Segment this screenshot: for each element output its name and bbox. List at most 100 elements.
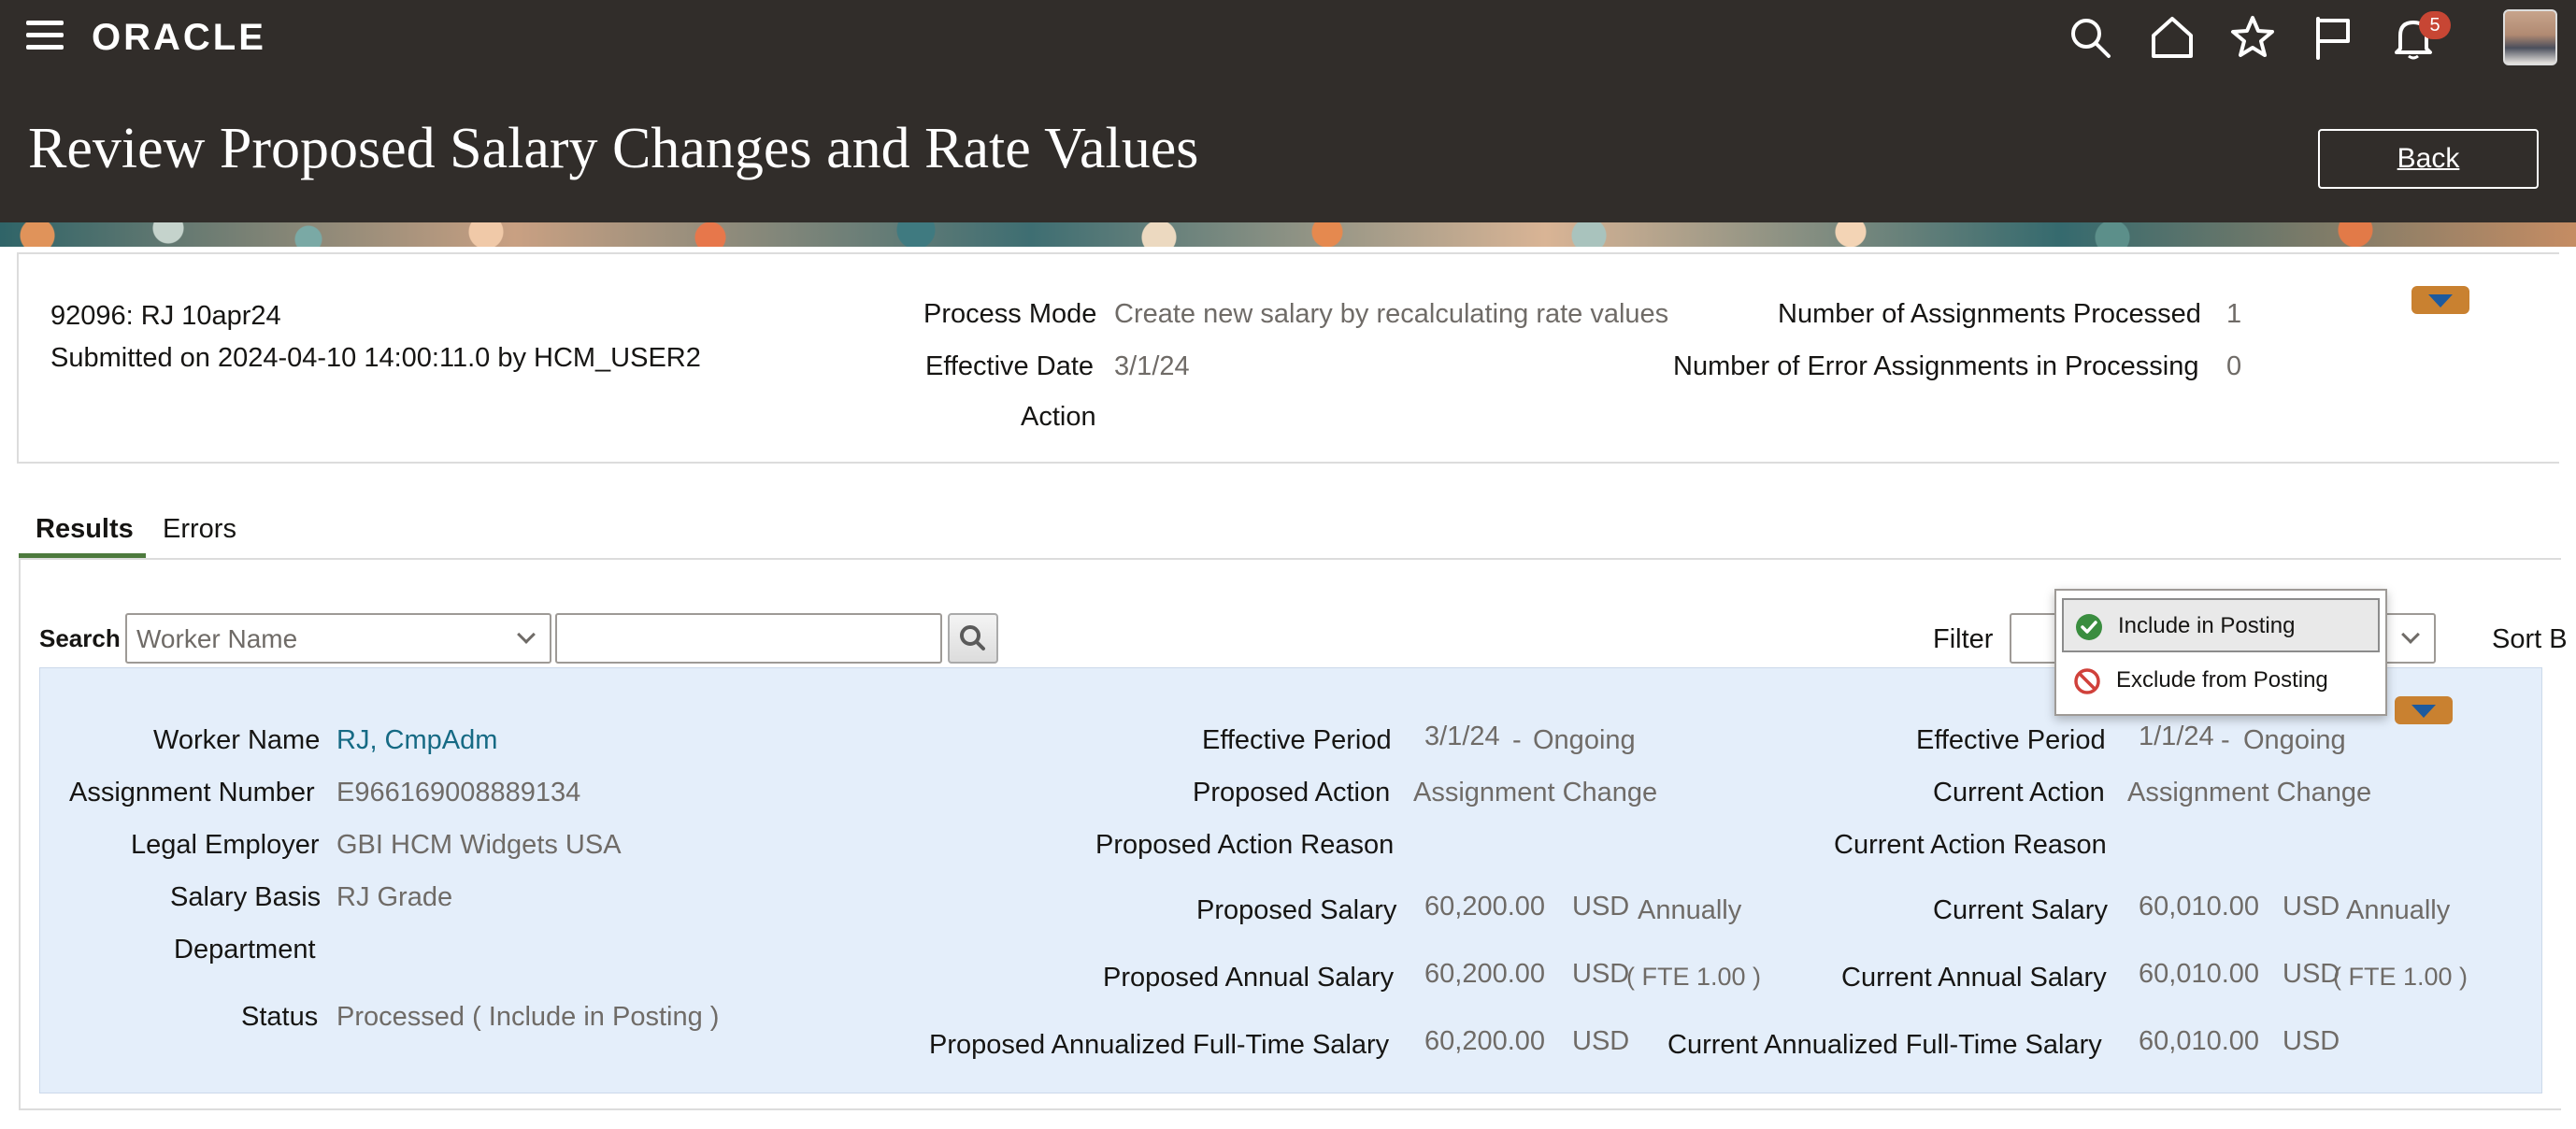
- page-title: Review Proposed Salary Changes and Rate …: [28, 117, 1199, 180]
- current-effective-period-sep: -: [2221, 725, 2230, 755]
- salary-basis-label: Salary Basis: [170, 882, 322, 912]
- proposed-annualized-ft-currency: USD: [1572, 1026, 1630, 1056]
- decorative-banner: [0, 222, 2576, 247]
- magnifier-icon: [960, 625, 985, 650]
- search-label: Search: [39, 624, 121, 652]
- summary-top-divider: [17, 252, 2559, 254]
- proposed-effective-period-sep: -: [1512, 725, 1522, 755]
- current-salary-label: Current Salary: [1933, 895, 2108, 925]
- error-assignments-value: 0: [2226, 351, 2242, 381]
- home-icon[interactable]: [2148, 13, 2197, 62]
- results-bottom-border: [19, 1108, 2561, 1110]
- sort-label: Sort B: [2492, 624, 2568, 654]
- current-salary-value: 60,010.00: [2139, 892, 2260, 922]
- error-assignments-label: Number of Error Assignments in Processin…: [1673, 351, 2199, 381]
- chevron-down-icon: [517, 625, 536, 644]
- proposed-annualized-ft-value: 60,200.00: [1424, 1026, 1546, 1056]
- action-label: Action: [1021, 402, 1096, 432]
- proposed-annualized-ft-label: Proposed Annualized Full-Time Salary: [929, 1030, 1390, 1060]
- star-icon[interactable]: [2228, 13, 2277, 62]
- proposed-salary-frequency: Annually: [1638, 895, 1742, 925]
- current-effective-period-start: 1/1/24: [2139, 722, 2214, 751]
- current-annual-salary-fte: ( FTE 1.00 ): [2333, 963, 2469, 991]
- results-left-border: [19, 558, 21, 1109]
- exclude-from-posting-label: Exclude from Posting: [2116, 667, 2328, 693]
- current-annual-salary-value: 60,010.00: [2139, 959, 2260, 989]
- proposed-annual-salary-currency: USD: [1572, 959, 1630, 989]
- search-by-value: Worker Name: [136, 624, 298, 653]
- proposed-salary-currency: USD: [1572, 892, 1630, 922]
- proposed-effective-period-label: Effective Period: [1202, 725, 1392, 755]
- current-effective-period-end: Ongoing: [2243, 725, 2346, 755]
- salary-basis-value: RJ Grade: [336, 882, 453, 912]
- check-circle-icon: [2076, 614, 2102, 640]
- flag-icon[interactable]: [2309, 13, 2357, 62]
- worker-name-label: Worker Name: [153, 725, 321, 755]
- no-entry-icon: [2074, 668, 2100, 694]
- result-record-card: [39, 667, 2542, 1093]
- global-header: ORACLE 5: [0, 0, 2576, 75]
- search-icon[interactable]: [2066, 13, 2114, 62]
- active-tab-indicator: [19, 553, 146, 558]
- effective-date-value: 3/1/24: [1114, 351, 1190, 381]
- worker-name-link[interactable]: RJ, CmpAdm: [336, 725, 498, 755]
- exclude-from-posting-option[interactable]: Exclude from Posting: [2062, 654, 2380, 708]
- tab-results[interactable]: Results: [36, 514, 134, 544]
- filter-dropdown-menu: Include in Posting Exclude from Posting: [2054, 589, 2387, 716]
- summary-bottom-divider: [17, 462, 2559, 464]
- proposed-annual-salary-value: 60,200.00: [1424, 959, 1546, 989]
- proposed-action-label: Proposed Action: [1193, 778, 1391, 807]
- current-annual-salary-label: Current Annual Salary: [1841, 963, 2107, 993]
- user-avatar[interactable]: [2503, 9, 2557, 65]
- status-value: Processed ( Include in Posting ): [336, 1002, 720, 1032]
- current-action-reason-label: Current Action Reason: [1834, 830, 2107, 860]
- proposed-salary-label: Proposed Salary: [1196, 895, 1397, 925]
- include-in-posting-option[interactable]: Include in Posting: [2062, 598, 2380, 652]
- tabs-divider: [19, 558, 2561, 560]
- legal-employer-value: GBI HCM Widgets USA: [336, 830, 622, 860]
- current-action-label: Current Action: [1933, 778, 2105, 807]
- current-action-value: Assignment Change: [2127, 778, 2372, 807]
- proposed-annual-salary-label: Proposed Annual Salary: [1103, 963, 1395, 993]
- tab-errors[interactable]: Errors: [163, 514, 236, 544]
- assignments-processed-value: 1: [2226, 299, 2242, 329]
- effective-date-label: Effective Date: [925, 351, 1095, 381]
- status-label: Status: [241, 1002, 319, 1032]
- proposed-action-reason-label: Proposed Action Reason: [1095, 830, 1395, 860]
- current-annualized-ft-value: 60,010.00: [2139, 1026, 2260, 1056]
- submitted-info: Submitted on 2024-04-10 14:00:11.0 by HC…: [50, 343, 701, 373]
- proposed-annual-salary-fte: ( FTE 1.00 ): [1626, 963, 1762, 991]
- process-id: 92096: RJ 10apr24: [50, 301, 281, 331]
- assignment-number-label: Assignment Number: [69, 778, 315, 807]
- back-button-label: Back: [2397, 143, 2460, 174]
- process-mode-value: Create new salary by recalculating rate …: [1114, 299, 1669, 329]
- search-by-select[interactable]: Worker Name: [125, 613, 551, 664]
- current-annual-salary-currency: USD: [2283, 959, 2340, 989]
- notification-count-badge: 5: [2419, 11, 2451, 39]
- legal-employer-label: Legal Employer: [131, 830, 320, 860]
- proposed-action-value: Assignment Change: [1413, 778, 1658, 807]
- department-label: Department: [174, 935, 316, 965]
- assignment-number-value: E966169008889134: [336, 778, 581, 807]
- proposed-effective-period-end: Ongoing: [1533, 725, 1636, 755]
- menu-icon[interactable]: [26, 21, 64, 52]
- current-effective-period-label: Effective Period: [1916, 725, 2106, 755]
- current-salary-frequency: Annually: [2346, 895, 2451, 925]
- search-input[interactable]: [555, 613, 942, 664]
- summary-left-border: [17, 252, 19, 464]
- current-salary-currency: USD: [2283, 892, 2340, 922]
- current-annualized-ft-label: Current Annualized Full-Time Salary: [1667, 1030, 2102, 1060]
- record-expand-button[interactable]: [2395, 696, 2453, 724]
- assignments-processed-label: Number of Assignments Processed: [1778, 299, 2201, 329]
- include-in-posting-label: Include in Posting: [2118, 613, 2296, 638]
- proposed-effective-period-start: 3/1/24: [1424, 722, 1500, 751]
- oracle-logo: ORACLE: [92, 17, 266, 58]
- proposed-salary-value: 60,200.00: [1424, 892, 1546, 922]
- page-header: [0, 75, 2576, 224]
- process-mode-label: Process Mode: [923, 299, 1097, 329]
- back-button[interactable]: Back: [2318, 129, 2539, 189]
- summary-expand-button[interactable]: [2411, 286, 2469, 314]
- filter-label: Filter: [1933, 624, 1994, 654]
- search-button[interactable]: [948, 613, 998, 664]
- chevron-down-icon: [2401, 625, 2420, 644]
